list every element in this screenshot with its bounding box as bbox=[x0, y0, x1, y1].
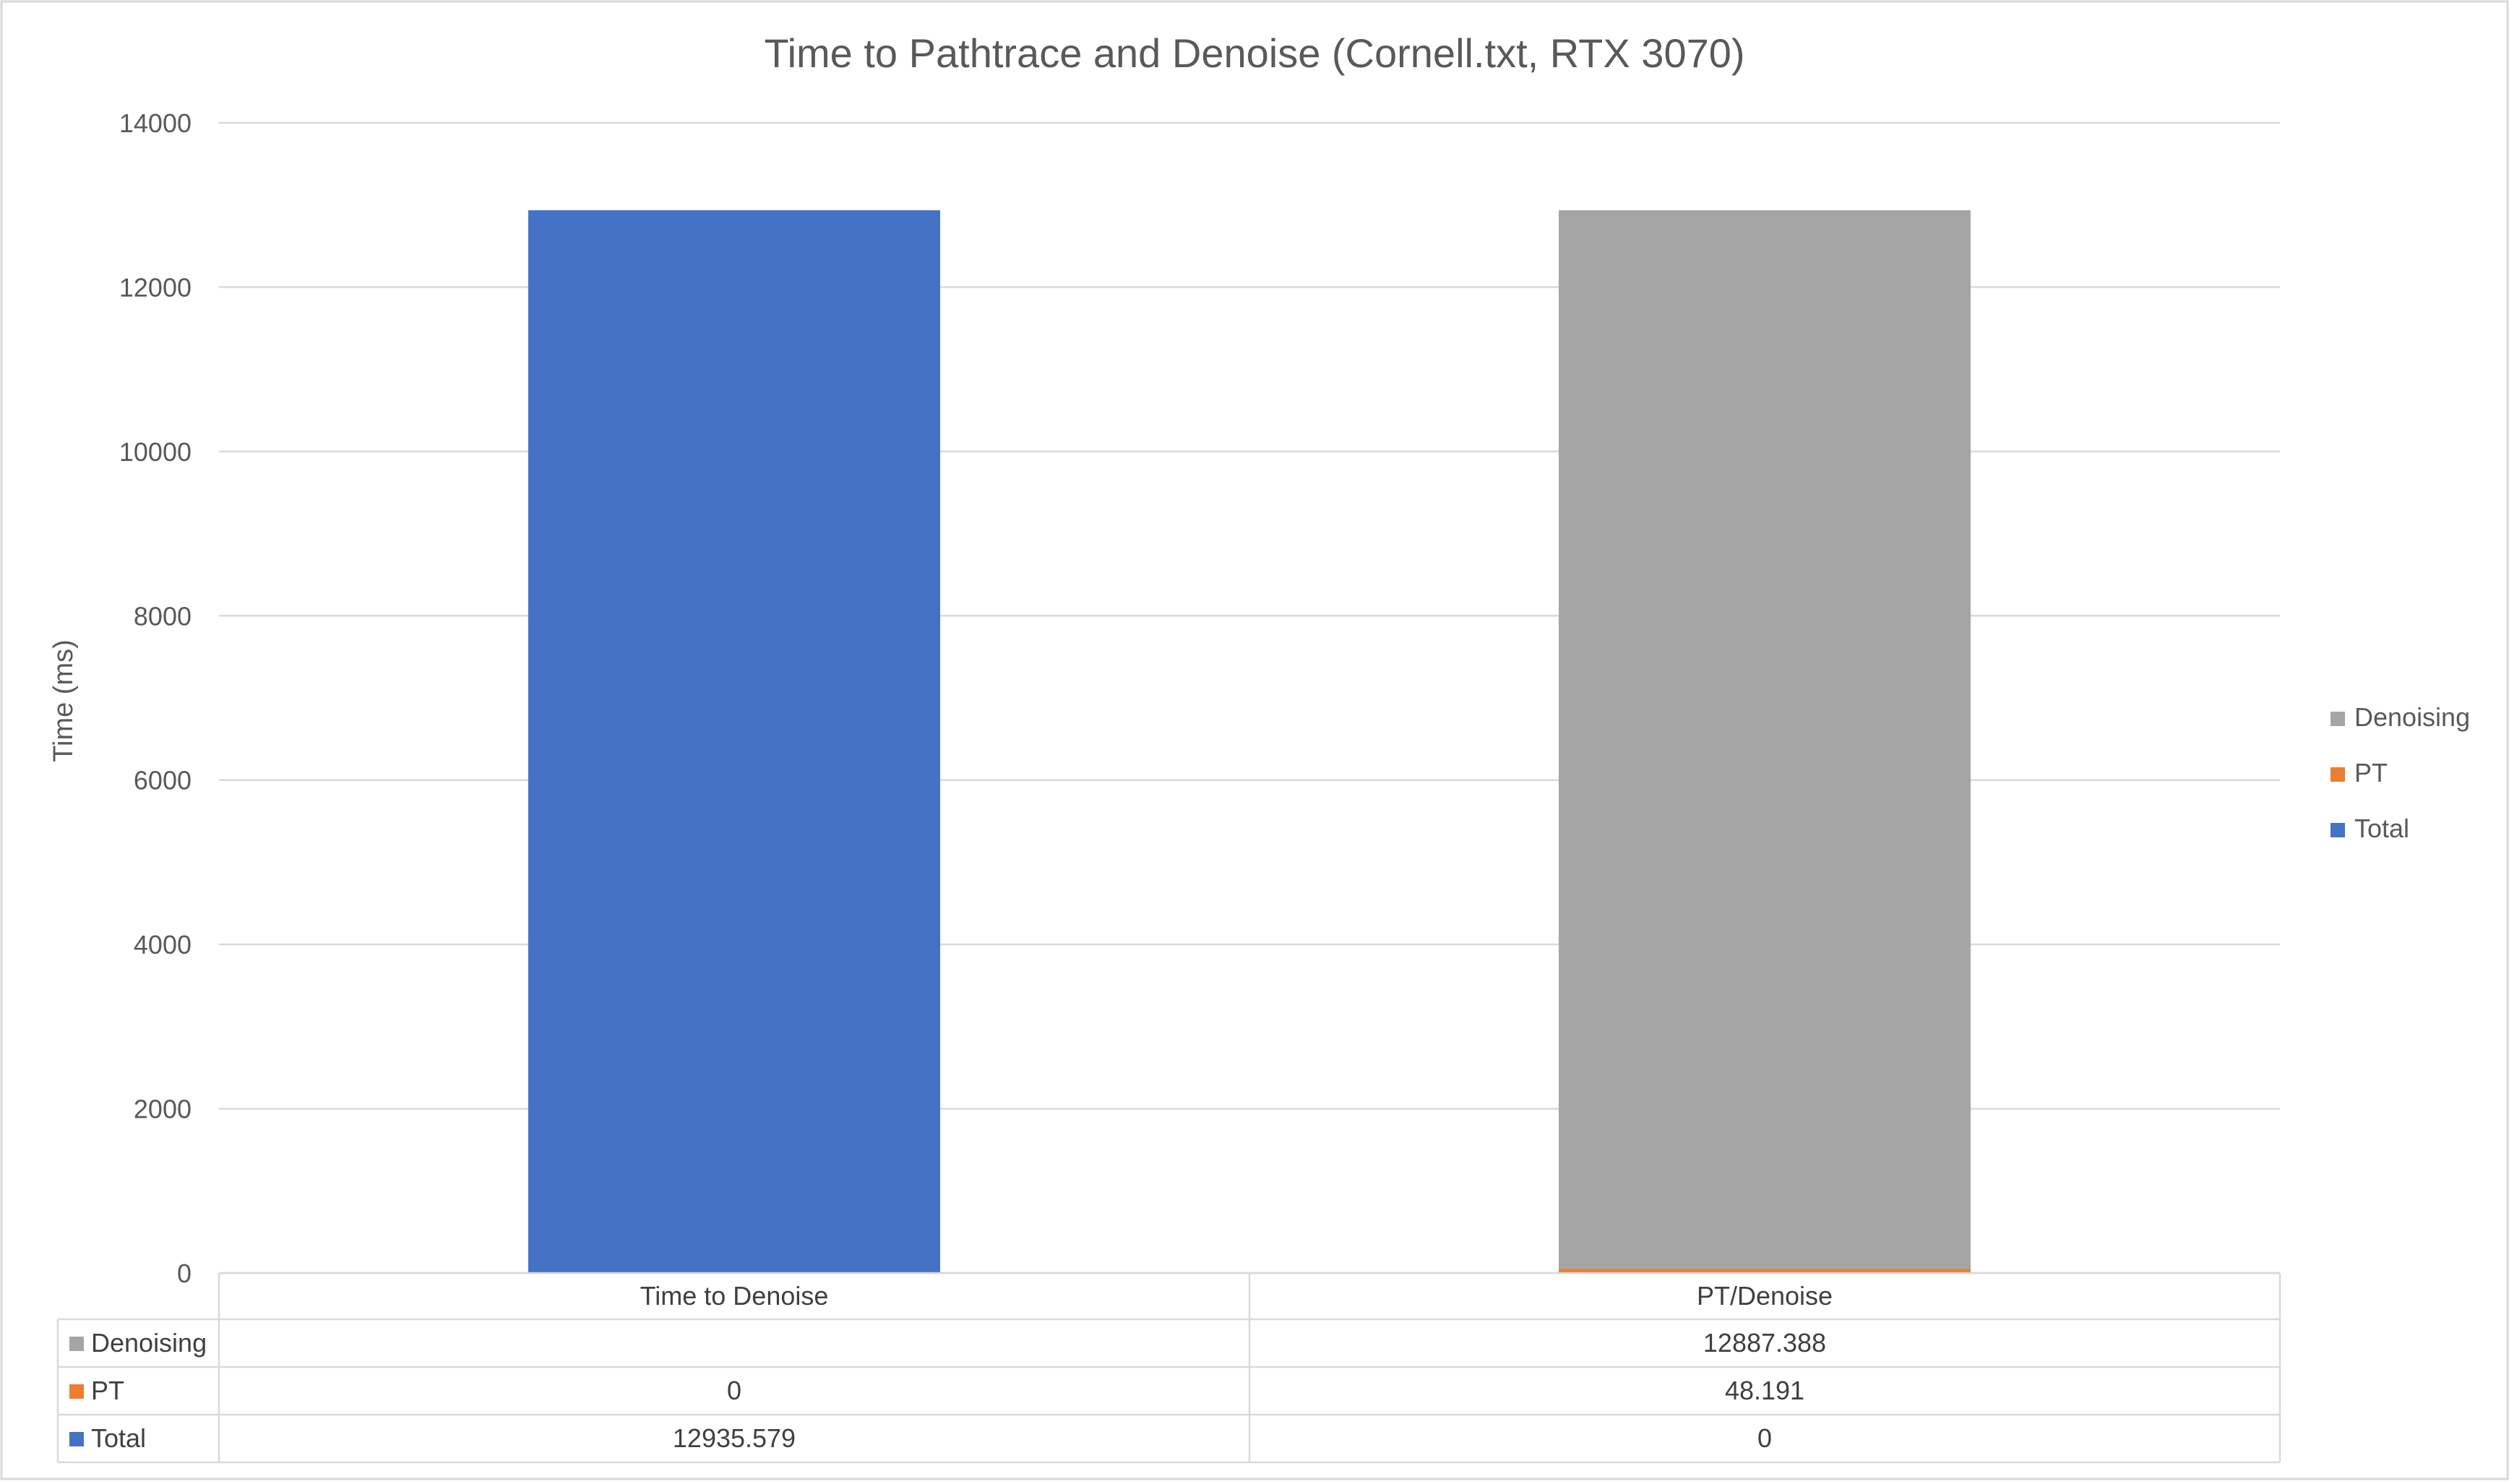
table-cell-total: 0 bbox=[1757, 1423, 1772, 1453]
bar-total-time-to-denoise bbox=[528, 210, 940, 1273]
y-tick-label: 2000 bbox=[134, 1095, 191, 1124]
bar-denoising-pt-denoise bbox=[1559, 210, 1971, 1269]
y-tick-label: 10000 bbox=[119, 437, 191, 467]
y-axis-ticks: 0 2000 4000 6000 8000 10000 12000 14000 bbox=[119, 108, 191, 1288]
y-tick-label: 6000 bbox=[134, 766, 191, 795]
table-series-name: PT bbox=[91, 1376, 124, 1405]
chart-title: Time to Pathtrace and Denoise (Cornell.t… bbox=[764, 30, 1744, 76]
legend-swatch-pt bbox=[2331, 767, 2345, 782]
bar-pt-pt-denoise bbox=[1559, 1269, 1971, 1273]
legend: Denoising PT Total bbox=[2331, 702, 2470, 843]
table-cell-pt: 0 bbox=[727, 1376, 741, 1405]
y-tick-label: 0 bbox=[177, 1259, 191, 1288]
legend-label-denoising: Denoising bbox=[2354, 702, 2470, 732]
bars bbox=[528, 210, 1971, 1273]
legend-label-pt: PT bbox=[2354, 758, 2388, 788]
table-cell-pt: 48.191 bbox=[1725, 1376, 1804, 1405]
table-series-name: Total bbox=[91, 1423, 146, 1453]
table-key-total bbox=[69, 1432, 84, 1446]
table-cell-denoising: 12887.388 bbox=[1703, 1328, 1826, 1358]
table-series-name: Denoising bbox=[91, 1328, 207, 1358]
table-key-denoising bbox=[69, 1337, 84, 1351]
data-table: Time to Denoise PT/Denoise Denoising 12887.… bbox=[56, 1272, 2281, 1464]
y-tick-label: 14000 bbox=[119, 108, 191, 138]
legend-swatch-total bbox=[2331, 823, 2345, 837]
legend-label-total: Total bbox=[2354, 814, 2409, 843]
y-tick-label: 8000 bbox=[134, 601, 191, 631]
x-tick-label: Time to Denoise bbox=[640, 1281, 829, 1311]
y-tick-label: 12000 bbox=[119, 272, 191, 302]
y-tick-label: 4000 bbox=[134, 930, 191, 959]
x-tick-label: PT/Denoise bbox=[1697, 1281, 1833, 1311]
y-axis-label: Time (ms) bbox=[48, 639, 79, 762]
legend-swatch-denoising bbox=[2331, 712, 2345, 726]
table-key-pt bbox=[69, 1384, 84, 1399]
table-cell-total: 12935.579 bbox=[673, 1423, 796, 1453]
